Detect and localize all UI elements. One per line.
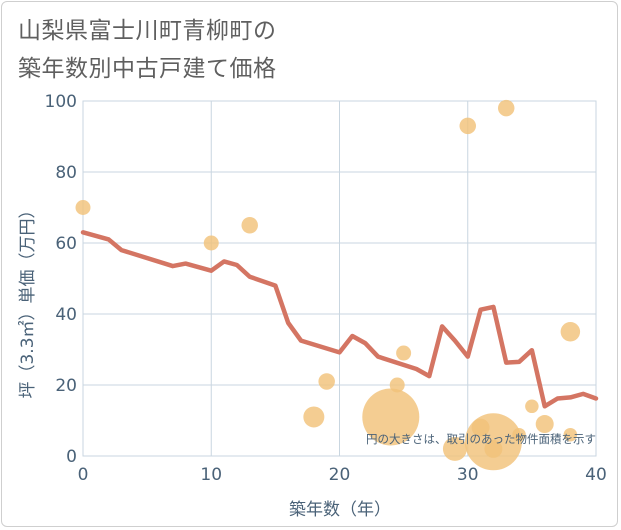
x-tick-label: 0 bbox=[78, 465, 89, 485]
axis-ticks: 0 10 20 30 40 0 20 40 60 80 100 bbox=[45, 92, 607, 485]
bubble-point bbox=[241, 217, 258, 234]
y-axis-title: 坪（3.3㎡）単価（万円） bbox=[18, 201, 38, 398]
bubble-point bbox=[362, 388, 420, 446]
bubble-point bbox=[75, 200, 91, 215]
y-tick-label: 80 bbox=[55, 163, 77, 183]
bubble-series bbox=[75, 99, 581, 471]
y-tick-label: 20 bbox=[55, 376, 77, 396]
bubble-point bbox=[303, 406, 325, 428]
bubble-point bbox=[442, 436, 467, 461]
bubble-point bbox=[497, 99, 515, 117]
chart-title: 山梨県富士川町青柳町の 築年数別中古戸建て価格 bbox=[18, 12, 277, 88]
y-tick-label: 40 bbox=[55, 305, 77, 325]
bubble-point bbox=[560, 322, 581, 342]
x-tick-label: 10 bbox=[200, 465, 222, 485]
bubble-point bbox=[563, 427, 578, 442]
y-tick-label: 0 bbox=[66, 447, 77, 467]
bubble-point bbox=[203, 235, 219, 251]
bubble-point bbox=[389, 377, 405, 393]
bubble-point bbox=[459, 117, 476, 135]
x-tick-label: 20 bbox=[329, 465, 351, 485]
average-price-line bbox=[80, 230, 599, 409]
bubble-point bbox=[512, 427, 526, 442]
bubble-point bbox=[484, 439, 503, 458]
chart-title-line2: 築年数別中古戸建て価格 bbox=[18, 56, 277, 82]
x-tick-label: 40 bbox=[585, 465, 607, 485]
grid-lines bbox=[83, 101, 596, 456]
bubble-point bbox=[525, 399, 539, 414]
y-tick-label: 100 bbox=[45, 92, 77, 112]
bubble-point bbox=[318, 373, 335, 390]
bubble-point bbox=[396, 345, 412, 361]
y-tick-label: 60 bbox=[55, 234, 77, 254]
bubble-point bbox=[535, 415, 554, 434]
bubble-size-note: 円の大きさは、取引のあった物件面積を示す bbox=[366, 432, 596, 446]
chart-title-line1: 山梨県富士川町青柳町の bbox=[18, 18, 277, 44]
x-axis-title: 築年数（年） bbox=[289, 500, 391, 520]
x-tick-label: 30 bbox=[457, 465, 479, 485]
